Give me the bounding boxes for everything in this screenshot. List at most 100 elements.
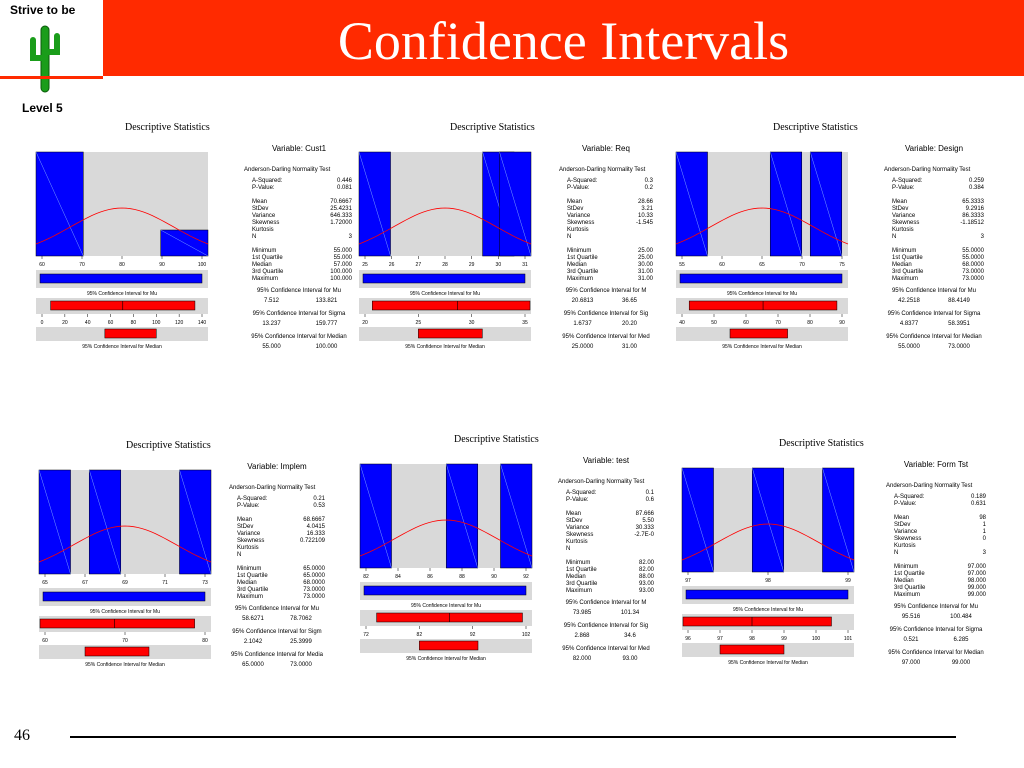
stat-key: Minimum [892,248,917,254]
stat-value: 73.0000 [962,276,984,282]
stat-key: Variance [892,213,916,219]
stat-value: 55.000 [333,248,352,254]
hist-tick-label: 30 [496,262,502,268]
stat-key: Skewness [237,538,265,544]
panel-title: Descriptive Statistics [126,440,211,451]
stat-value: 68.0000 [962,262,984,268]
ci-mu-low: 7.512 [263,298,279,304]
hist-tick-label: 65 [42,580,48,586]
stat-key: StDev [894,522,911,528]
stat-value: 99.000 [967,592,986,598]
hist-tick-label: 82 [363,574,369,580]
page-number: 46 [14,727,30,744]
ad-test-label: Anderson-Darling Normality Test [884,167,971,173]
title-bar [103,0,1024,76]
bar-hatch [160,229,209,257]
stats-block: Variable: Req Anderson-Darling Normality… [559,144,653,354]
hist-tick-label: 97 [685,578,691,584]
stat-key: 3rd Quartile [566,581,598,587]
stat-key: Skewness [566,532,594,538]
ci-sigma-high: 159.777 [315,321,338,327]
ci-median-bar [419,640,479,651]
boxplot-box [362,273,526,284]
ci-mu-bar [682,616,832,627]
stat-key: Minimum [237,566,262,572]
ci-tick-label: 25 [416,320,422,326]
ci-sigma-low: 13.237 [262,321,281,327]
hist-tick-label: 90 [159,262,165,268]
stat-value: 25.4231 [330,206,352,212]
stat-value: 86.3333 [962,213,984,219]
bar-hatch [499,151,532,257]
ci-sigma-low: 2.1042 [243,639,263,645]
bar-hatch [681,467,714,573]
hist-tick-label: 31 [522,262,528,268]
stat-value: 65.0000 [303,573,325,579]
stat-value: 65.0000 [303,566,325,572]
ci-sigma-label: 95% Confidence Interval for Sigma [887,311,981,317]
bar-hatch [358,151,391,257]
stat-key: Variance [894,529,918,535]
bar-hatch [500,463,533,569]
stat-key: StDev [252,206,269,212]
ci-mu-caption: 95% Confidence Interval for Mu [733,607,803,613]
ci-tick-label: 99 [781,636,787,642]
stat-key: Maximum [567,276,594,282]
ci-mu-high: 133.821 [315,298,338,304]
footer-rule [70,736,956,738]
slide-header: Confidence Intervals Strive to be Level … [0,0,1024,115]
stat-value: 1 [982,529,986,535]
ci-tick-label: 72 [363,632,369,638]
stat-value: 88.00 [638,574,654,580]
stat-key: Skewness [894,536,922,542]
panel-title: Descriptive Statistics [454,434,539,445]
stat-key: 1st Quartile [894,571,925,577]
ci-median-label: 95% Confidence Interval for Median [888,650,984,656]
variable-label: Variable: Cust1 [271,144,327,153]
stat-value [283,552,325,559]
stat-key: 1st Quartile [566,567,597,573]
header-underline [0,76,103,79]
stat-key: Skewness [892,220,920,226]
stat-value: 25.00 [637,255,653,261]
stat-value: 0.446 [336,178,352,184]
ci-median-low: 65.0000 [242,662,264,668]
stat-value: 31.00 [637,269,653,275]
ci-median-low: 55.0000 [898,344,920,350]
ci-mu-label: 95% Confidence Interval for Mu [256,288,342,294]
stat-key: Median [566,574,586,580]
stat-key: Mean [567,199,583,205]
stat-key: Maximum [894,592,921,598]
stat-value [612,227,653,234]
stat-key: N [567,234,572,240]
ci-sigma-high: 58.3951 [948,321,970,327]
stat-value: 87.666 [635,511,654,517]
stat-key: 3rd Quartile [894,585,926,591]
panel-graph: 82 84 86 88 90 92 95% Confidence Interval for … [359,463,533,662]
ci-median-bar [104,328,157,339]
hist-tick-label: 73 [202,580,208,586]
stat-key: A-Squared: [894,494,925,500]
panel-graph: 97 98 99 95% Confidence Interval for Mu 96 97… [681,467,855,666]
stat-key: P-Value: [237,503,260,509]
bar-hatch [445,463,479,569]
stat-key: StDev [892,206,909,212]
stat-value: 0.21 [313,496,325,502]
stat-key: StDev [567,206,584,212]
ci-mu-caption: 95% Confidence Interval for Mu [87,291,157,297]
ci-tick-label: 96 [685,636,691,642]
ci-tick-label: 40 [679,320,685,326]
normal-curve [358,207,532,245]
stat-value: 3.21 [641,206,653,212]
ci-tick-label: 101 [844,636,853,642]
stat-value: 0.1 [645,490,654,496]
panel-implem: Descriptive Statistics 65 67 69 71 73 95% Con… [33,440,333,670]
ci-sigma-label: 95% Confidence Interval for Sig [563,311,649,317]
stat-key: Kurtosis [566,539,588,545]
hist-tick-label: 86 [427,574,433,580]
stat-key: Median [237,580,257,586]
ci-tick-label: 97 [717,636,723,642]
ci-mu-high: 78.7062 [290,616,312,622]
hist-tick-label: 26 [389,262,395,268]
ci-sigma-low: 4.8377 [899,321,919,327]
